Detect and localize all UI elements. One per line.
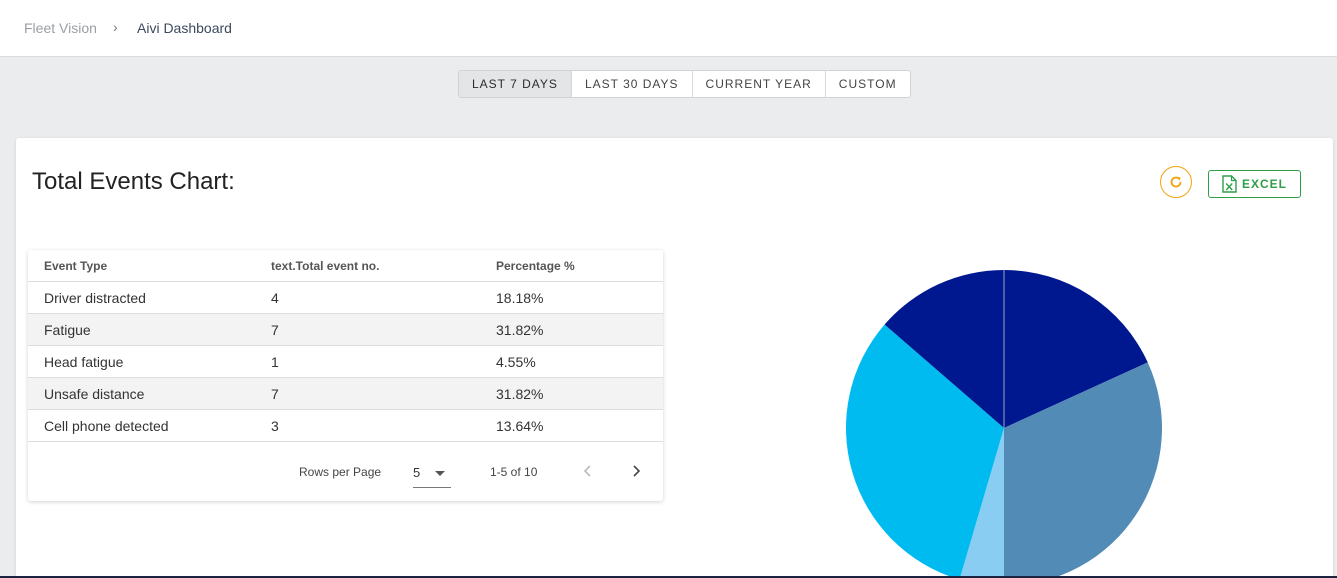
- date-range-toggle: LAST 7 DAYS LAST 30 DAYS CURRENT YEAR CU…: [458, 70, 911, 98]
- rows-per-page-label: Rows per Page: [299, 465, 382, 479]
- table-row: Fatigue 7 31.82%: [28, 314, 663, 346]
- breadcrumb-current: Aivi Dashboard: [137, 20, 232, 36]
- header-total-event-no[interactable]: text.Total event no.: [271, 259, 380, 273]
- header-percentage[interactable]: Percentage %: [496, 259, 575, 273]
- excel-file-icon: [1222, 175, 1237, 193]
- cell-total: 1: [271, 354, 279, 370]
- cell-event-type: Unsafe distance: [44, 386, 145, 402]
- pie-slice-driver-distracted[interactable]: [1004, 270, 1148, 428]
- dropdown-arrow-icon: [435, 471, 445, 476]
- range-last-30-days-button[interactable]: LAST 30 DAYS: [572, 71, 693, 97]
- rows-per-page-select[interactable]: 5: [413, 458, 451, 488]
- table-row: Unsafe distance 7 31.82%: [28, 378, 663, 410]
- pie-slice-fatigue[interactable]: [1004, 362, 1162, 578]
- pie-slice-unsafe-distance[interactable]: [846, 324, 1004, 578]
- breadcrumb-separator: ›: [113, 19, 118, 35]
- table-header: Event Type text.Total event no. Percenta…: [28, 250, 663, 282]
- pie-slice-cell-phone-detected[interactable]: [884, 270, 1004, 428]
- pie-slice-head-fatigue[interactable]: [959, 428, 1004, 578]
- breadcrumb-fleet-vision[interactable]: Fleet Vision: [24, 20, 97, 36]
- excel-export-button[interactable]: EXCEL: [1208, 170, 1301, 198]
- excel-label: EXCEL: [1241, 177, 1287, 191]
- rows-per-page-value: 5: [413, 465, 421, 480]
- range-current-year-button[interactable]: CURRENT YEAR: [693, 71, 826, 97]
- cell-total: 7: [271, 322, 279, 338]
- cell-percentage: 31.82%: [496, 386, 544, 402]
- cell-total: 7: [271, 386, 279, 402]
- refresh-icon: [1170, 176, 1182, 188]
- previous-page-button[interactable]: [578, 461, 598, 481]
- refresh-button[interactable]: [1160, 166, 1192, 198]
- cell-event-type: Cell phone detected: [44, 418, 169, 434]
- cell-event-type: Fatigue: [44, 322, 91, 338]
- cell-percentage: 18.18%: [496, 290, 544, 306]
- cell-percentage: 4.55%: [496, 354, 536, 370]
- cell-percentage: 13.64%: [496, 418, 544, 434]
- events-table: Event Type text.Total event no. Percenta…: [28, 250, 663, 501]
- cell-event-type: Driver distracted: [44, 290, 146, 306]
- chevron-right-icon: [633, 465, 641, 477]
- events-pie-chart: [846, 270, 1162, 578]
- cell-total: 4: [271, 290, 279, 306]
- chevron-left-icon: [583, 465, 591, 477]
- table-pagination: Rows per Page 5 1-5 of 10: [28, 442, 663, 500]
- table-row: Driver distracted 4 18.18%: [28, 282, 663, 314]
- card-title: Total Events Chart:: [32, 168, 235, 195]
- total-events-card: Total Events Chart: EXCEL Event Type tex…: [16, 138, 1333, 578]
- range-last-7-days-button[interactable]: LAST 7 DAYS: [459, 71, 572, 97]
- top-bar: Fleet Vision › Aivi Dashboard: [0, 0, 1337, 57]
- header-event-type[interactable]: Event Type: [44, 259, 108, 273]
- cell-total: 3: [271, 418, 279, 434]
- next-page-button[interactable]: [626, 461, 646, 481]
- table-row: Cell phone detected 3 13.64%: [28, 410, 663, 442]
- cell-event-type: Head fatigue: [44, 354, 124, 370]
- range-custom-button[interactable]: CUSTOM: [838, 77, 897, 91]
- bottom-edge-bar: [0, 576, 1337, 578]
- table-row: Head fatigue 1 4.55%: [28, 346, 663, 378]
- cell-percentage: 31.82%: [496, 322, 544, 338]
- pagination-range: 1-5 of 10: [490, 465, 538, 479]
